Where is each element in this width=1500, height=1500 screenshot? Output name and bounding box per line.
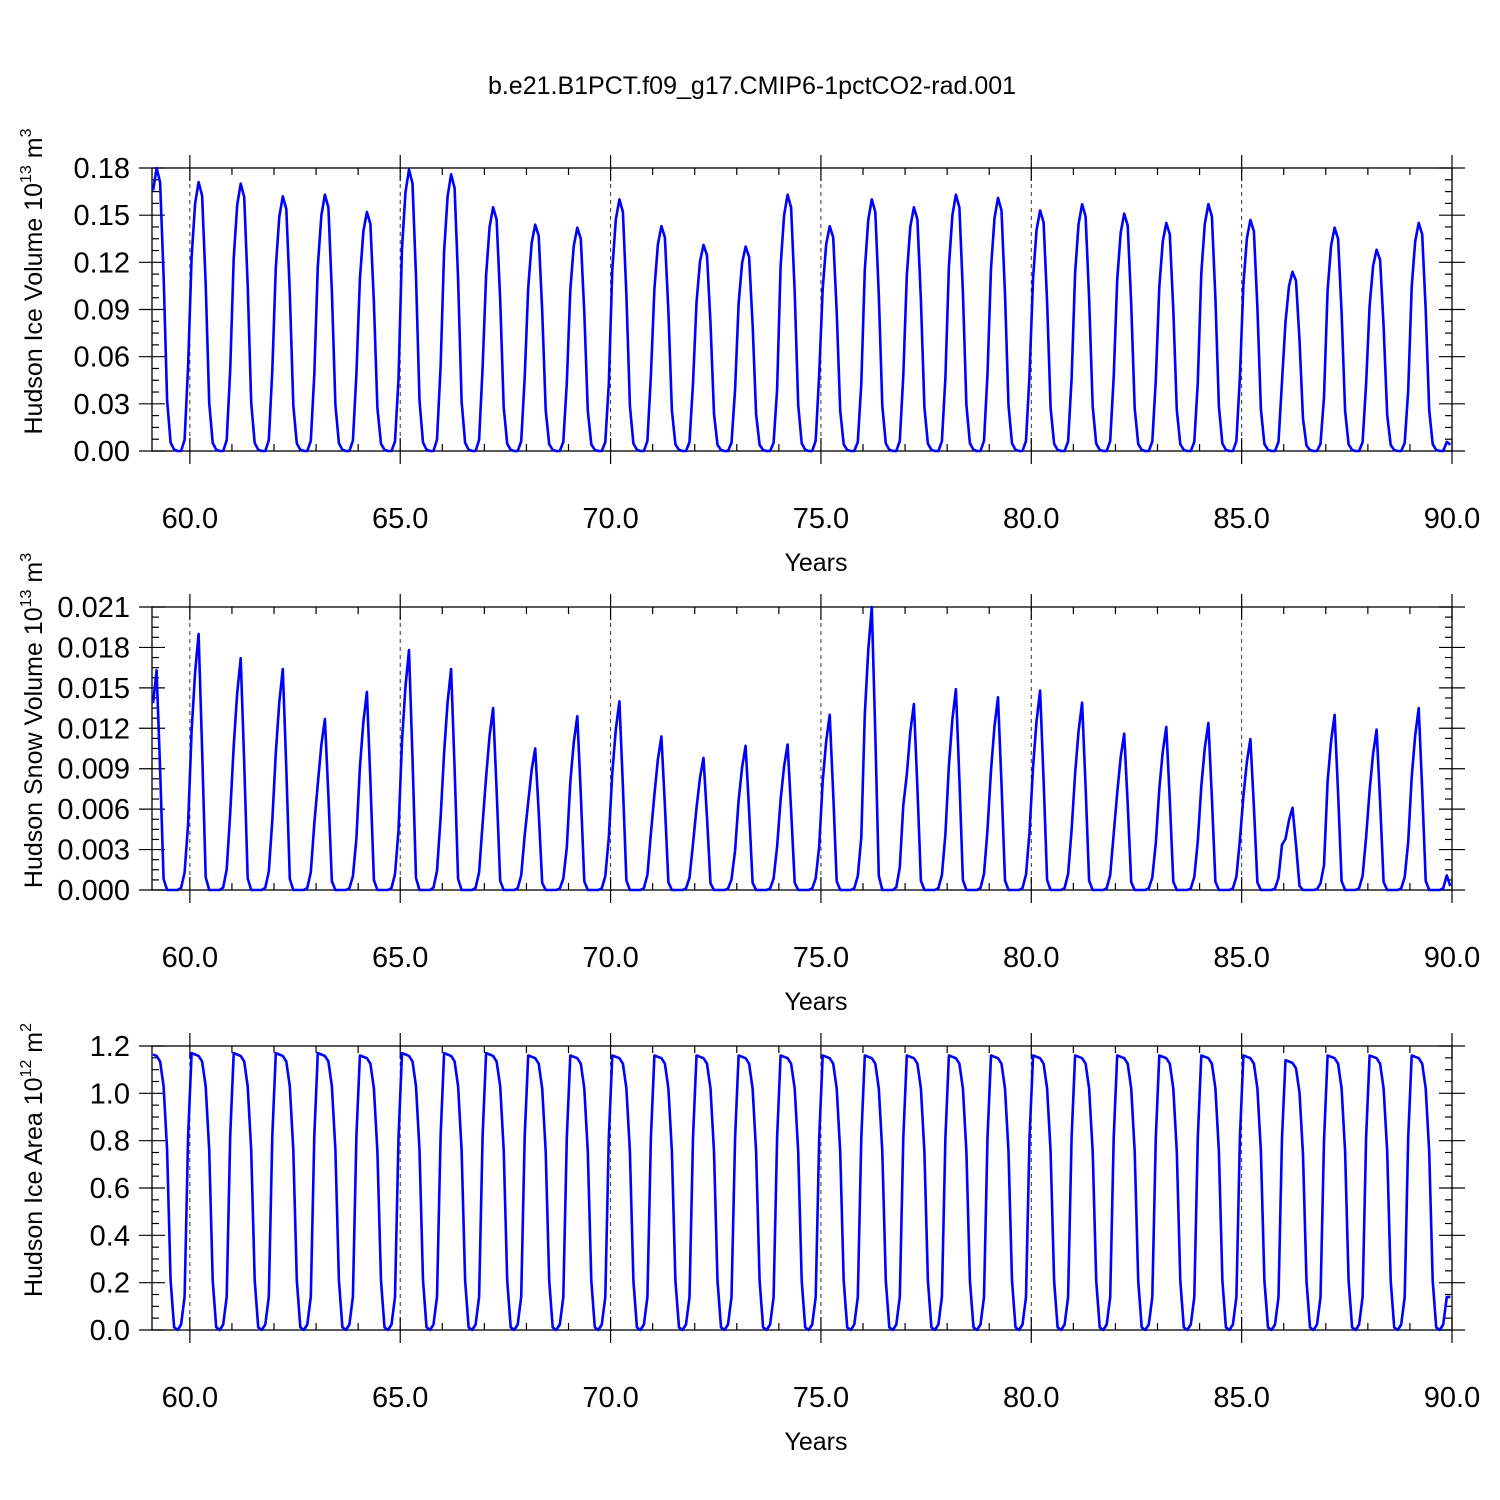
y-axis-label-main: Hudson Ice Area 10 (20, 1077, 48, 1297)
series-line (151, 166, 1452, 453)
y-tick-label: 0.8 (90, 1126, 130, 1158)
y-axis-label-unit: m (20, 562, 48, 590)
figure-title: b.e21.B1PCT.f09_g17.CMIP6-1pctCO2-rad.00… (488, 72, 1016, 100)
y-axis-label-unit-exp: 2 (18, 1023, 35, 1032)
x-tick-label: 70.0 (582, 1382, 638, 1414)
x-tick-label: 65.0 (372, 942, 428, 974)
x-tick-label: 85.0 (1213, 503, 1269, 535)
x-tick-label: 65.0 (372, 503, 428, 535)
y-tick-label: 1.2 (90, 1031, 130, 1063)
y-tick-label: 0.006 (57, 794, 130, 826)
y-axis-label: Hudson Ice Area 1012 m2 (18, 1023, 48, 1297)
y-tick-label: 0.003 (57, 835, 130, 867)
y-tick-label: 0.2 (90, 1268, 130, 1300)
x-tick-label: 85.0 (1213, 942, 1269, 974)
x-tick-label: 80.0 (1003, 503, 1059, 535)
y-axis-label-exp: 12 (18, 1060, 35, 1078)
series-line (151, 605, 1452, 892)
panel-2: 60.0 65.0 70.0 75.0 80.0 85.0 90.0 0.000 0.003 0.… (18, 553, 1480, 1016)
x-tick-label: 60.0 (162, 1382, 218, 1414)
y-tick-label: 0.018 (57, 632, 130, 664)
x-axis-label: Years (784, 1428, 847, 1456)
x-tick-label: 90.0 (1424, 942, 1480, 974)
y-axis-label-exp: 13 (18, 165, 35, 183)
y-axis-label: Hudson Snow Volume 1013 m3 (18, 553, 48, 888)
x-tick-label: 90.0 (1424, 503, 1480, 535)
y-tick-label: 0.03 (74, 389, 130, 421)
y-tick-label: 0.4 (90, 1220, 130, 1252)
y-tick-label: 0.00 (74, 436, 130, 468)
y-axis-label: Hudson Ice Volume 1013 m3 (18, 128, 48, 434)
x-tick-label: 80.0 (1003, 1382, 1059, 1414)
x-tick-label: 75.0 (793, 1382, 849, 1414)
x-tick-label: 60.0 (162, 942, 218, 974)
x-tick-label: 65.0 (372, 1382, 428, 1414)
x-axis-label: Years (784, 549, 847, 577)
y-axis-label-exp: 13 (18, 589, 35, 607)
y-tick-label: 1.0 (90, 1078, 130, 1110)
y-tick-label: 0.15 (74, 200, 130, 232)
x-tick-label: 70.0 (582, 503, 638, 535)
y-tick-label: 0.09 (74, 295, 130, 327)
panels: 60.0 65.0 70.0 75.0 80.0 85.0 90.00.000.030.06… (18, 128, 1480, 1456)
x-tick-label: 70.0 (582, 942, 638, 974)
y-tick-label: 0.000 (57, 875, 130, 907)
x-axis-label: Years (784, 988, 847, 1016)
y-axis-label-unit: m (20, 1032, 48, 1060)
y-tick-label: 0.015 (57, 673, 130, 705)
x-tick-label: 60.0 (162, 503, 218, 535)
x-tick-label: 90.0 (1424, 1382, 1480, 1414)
panel-3: 60.0 65.0 70.0 75.0 80.0 85.0 90.0 0.0 0.2 0.4 0.6… (18, 1023, 1480, 1456)
y-axis-label-unit-exp: 3 (18, 553, 35, 562)
x-tick-label: 75.0 (793, 503, 849, 535)
y-axis-label-main: Hudson Snow Volume 10 (20, 607, 48, 888)
y-tick-label: 0.18 (74, 153, 130, 185)
y-tick-label: 0.06 (74, 342, 130, 374)
y-axis-label-unit: m (20, 137, 48, 165)
y-axis-label-main: Hudson Ice Volume 10 (20, 183, 48, 435)
panel-1: 60.0 65.0 70.0 75.0 80.0 85.0 90.0 0.00 0.03 0.06… (18, 128, 1480, 577)
y-tick-label: 0.12 (74, 247, 130, 279)
y-tick-label: 0.021 (57, 592, 130, 624)
y-tick-label: 0.009 (57, 754, 130, 786)
y-axis-label-unit-exp: 3 (18, 128, 35, 137)
y-tick-label: 0.012 (57, 713, 130, 745)
series-line (152, 1051, 1451, 1332)
x-tick-label: 85.0 (1213, 1382, 1269, 1414)
x-tick-label: 75.0 (793, 942, 849, 974)
y-tick-label: 0.6 (90, 1173, 130, 1205)
x-tick-label: 80.0 (1003, 942, 1059, 974)
y-tick-label: 0.0 (90, 1315, 130, 1347)
